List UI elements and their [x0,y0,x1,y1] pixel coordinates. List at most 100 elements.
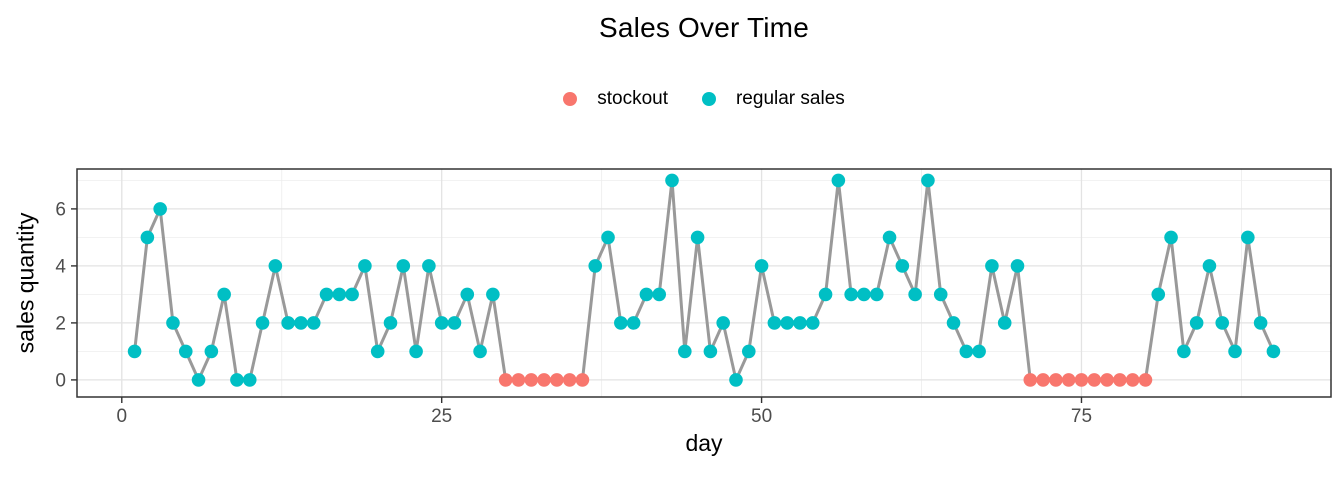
regular-point-day-6 [191,373,206,387]
y-tick-label-6: 6 [55,199,66,220]
legend-item-stockout: stockout [563,88,668,110]
regular-point-day-27 [460,287,475,302]
regular-point-day-88 [1241,230,1255,245]
regular-point-day-62 [908,287,922,302]
regular-point-day-56 [831,173,846,188]
legend-label-regular-sales: regular sales [735,88,845,109]
regular-point-day-81 [1151,287,1166,302]
legend-label-stockout: stockout [597,88,668,109]
regular-point-day-1 [127,344,142,359]
regular-point-day-44 [678,344,692,359]
regular-point-day-46 [703,344,718,359]
regular-point-day-90 [1266,344,1281,359]
regular-point-day-20 [370,344,385,359]
regular-point-day-47 [716,316,730,330]
regular-point-day-86 [1215,316,1230,330]
regular-point-day-41 [639,287,654,302]
x-tick-label-50: 50 [751,406,772,427]
regular-point-day-38 [601,230,615,245]
regular-point-day-51 [767,316,782,330]
regular-point-day-8 [217,287,231,302]
regular-point-day-23 [409,344,423,359]
regular-point-day-16 [319,287,334,302]
regular-point-day-63 [921,173,935,188]
stockout-point-day-34 [550,373,564,387]
regular-point-day-70 [1010,259,1025,273]
stockout-point-day-35 [562,373,577,387]
stockout-point-day-78 [1113,373,1127,387]
stockout-point-day-71 [1023,373,1038,387]
regular-point-day-83 [1177,344,1191,359]
regular-point-day-50 [754,259,769,273]
stockout-point-day-74 [1061,373,1076,387]
regular-point-day-59 [869,287,884,302]
regular-point-day-48 [729,373,743,387]
regular-point-day-13 [281,316,295,330]
regular-point-day-60 [882,230,897,245]
stockout-point-day-79 [1125,373,1140,387]
regular-point-day-40 [626,316,641,330]
regular-sales-point-icon [701,92,716,106]
regular-point-day-43 [665,173,679,188]
x-tick-label-75: 75 [1071,406,1092,427]
stockout-point-day-73 [1049,373,1063,387]
regular-point-day-25 [434,316,449,330]
regular-point-day-22 [396,259,411,273]
regular-point-day-49 [741,344,756,359]
stockout-point-day-75 [1074,373,1089,387]
regular-point-day-54 [805,316,820,330]
stockout-point-day-32 [524,373,539,387]
regular-point-day-4 [166,316,180,330]
regular-point-day-67 [972,344,986,359]
y-tick-label-2: 2 [55,313,66,334]
regular-point-day-55 [818,287,833,302]
regular-point-day-53 [793,316,807,330]
regular-point-day-66 [959,344,974,359]
legend-item-regular-sales: regular sales [701,88,845,110]
y-tick-label-4: 4 [55,256,66,277]
regular-point-day-7 [204,344,219,359]
stockout-point-day-76 [1087,373,1102,387]
x-tick-label-0: 0 [116,406,127,427]
stockout-point-day-30 [498,373,513,387]
regular-point-day-65 [946,316,961,330]
regular-point-day-37 [588,259,603,273]
regular-point-day-24 [422,259,436,273]
regular-point-day-39 [614,316,628,330]
stockout-point-day-31 [511,373,526,387]
x-axis-title: day [685,430,723,456]
regular-point-day-14 [294,316,308,330]
regular-point-day-57 [844,287,858,302]
regular-point-day-21 [383,316,398,330]
regular-point-day-52 [780,316,794,330]
stockout-point-day-36 [575,373,590,387]
regular-point-day-19 [358,259,372,273]
regular-point-day-68 [985,259,999,273]
regular-point-day-17 [332,287,347,302]
regular-point-day-10 [242,373,257,387]
x-tick-label-25: 25 [431,406,452,427]
stockout-point-day-77 [1100,373,1114,387]
regular-point-day-11 [255,316,270,330]
chart-title: Sales Over Time [599,12,809,43]
stockout-point-day-33 [537,373,551,387]
regular-point-day-18 [345,287,359,302]
regular-point-day-15 [306,316,321,330]
regular-point-day-3 [153,202,167,216]
regular-point-day-5 [178,344,193,359]
legend: stockout regular sales [77,88,1331,110]
regular-point-day-42 [652,287,667,302]
regular-point-day-45 [690,230,705,245]
regular-point-day-84 [1189,316,1204,330]
regular-point-day-12 [268,259,283,273]
regular-point-day-61 [895,259,910,273]
regular-point-day-26 [447,316,462,330]
regular-point-day-29 [486,287,500,302]
regular-point-day-82 [1164,230,1178,245]
regular-point-day-28 [473,344,487,359]
regular-point-day-85 [1202,259,1217,273]
regular-point-day-89 [1253,316,1268,330]
regular-point-day-64 [933,287,948,302]
